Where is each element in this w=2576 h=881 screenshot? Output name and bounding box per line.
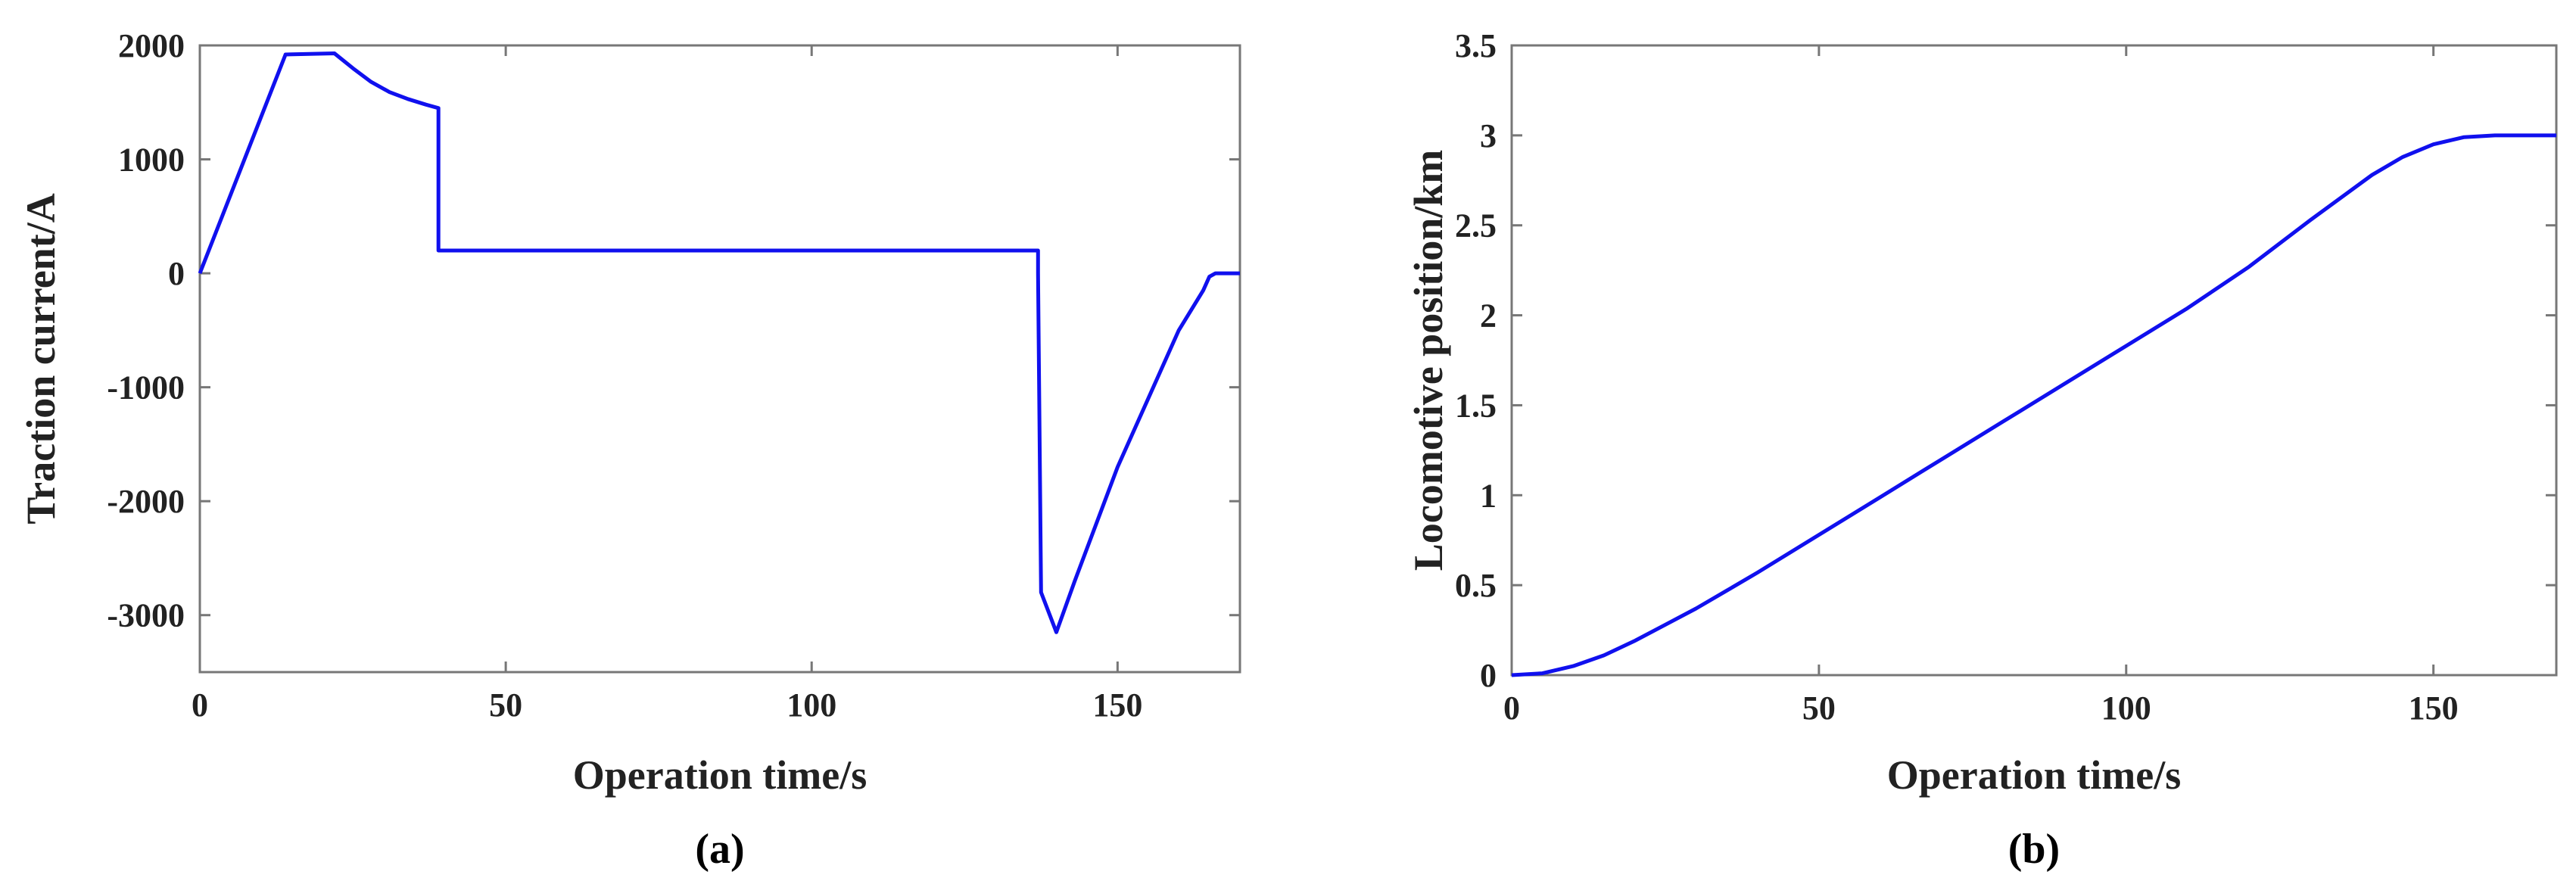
x-tick-labels-b: 0 50 100 150 [1503, 690, 2459, 727]
y-axis-label-b: Locomotive position/km [1406, 150, 1451, 571]
tick-marks-b [1510, 44, 2556, 677]
y-tick-label-b-7: 0 [1480, 657, 1497, 694]
y-tick-label-a-5: -3000 [107, 597, 185, 634]
plot-frame-a [198, 44, 1241, 674]
y-tick-labels-a: 2000 1000 0 -1000 -2000 -3000 [107, 27, 185, 634]
y-tick-label-a-1: 1000 [118, 142, 185, 179]
x-tick-label-b-2: 100 [2101, 690, 2151, 727]
tick-marks-a [198, 44, 1240, 672]
x-tick-label-b-0: 0 [1503, 690, 1520, 727]
x-tick-label-a-0: 0 [192, 686, 208, 724]
series-line-locomotive-position [1511, 133, 2556, 677]
chart-panel-b: 0 50 100 150 3.5 3 2.5 2 1.5 1 0.5 0 Operation tim… [1406, 27, 2558, 873]
y-tick-label-a-0: 2000 [118, 27, 185, 64]
y-tick-label-b-0: 3.5 [1455, 27, 1497, 64]
x-axis-label-b: Operation time/s [1887, 752, 2181, 798]
y-tick-label-b-3: 2 [1480, 297, 1497, 335]
y-tick-label-b-5: 1 [1480, 477, 1497, 514]
y-tick-label-b-2: 2.5 [1455, 207, 1497, 244]
x-tick-label-b-1: 50 [1802, 690, 1836, 727]
chart-panel-a: 0 50 100 150 2000 1000 0 -1000 -2000 -3000 Opera… [18, 27, 1241, 873]
x-tick-label-b-3: 150 [2409, 690, 2459, 727]
y-tick-labels-b: 3.5 3 2.5 2 1.5 1 0.5 0 [1455, 27, 1497, 694]
y-tick-label-b-4: 1.5 [1455, 387, 1497, 424]
panel-label-b: (b) [2008, 826, 2060, 873]
x-tick-label-a-2: 100 [787, 686, 836, 724]
y-tick-label-a-4: -2000 [107, 483, 185, 520]
series-line-traction-current [198, 51, 1240, 634]
y-tick-label-b-1: 3 [1480, 117, 1497, 154]
x-tick-labels-a: 0 50 100 150 [192, 686, 1142, 724]
y-tick-label-a-2: 0 [168, 255, 185, 292]
y-tick-label-b-6: 0.5 [1455, 567, 1497, 604]
panel-label-a: (a) [695, 826, 744, 873]
plot-frame-b [1510, 44, 2558, 677]
y-axis-label-a: Traction current/A [18, 193, 64, 524]
x-tick-label-a-3: 150 [1092, 686, 1142, 724]
x-tick-label-a-1: 50 [489, 686, 522, 724]
y-tick-label-a-3: -1000 [107, 369, 185, 406]
x-axis-label-a: Operation time/s [573, 752, 867, 798]
